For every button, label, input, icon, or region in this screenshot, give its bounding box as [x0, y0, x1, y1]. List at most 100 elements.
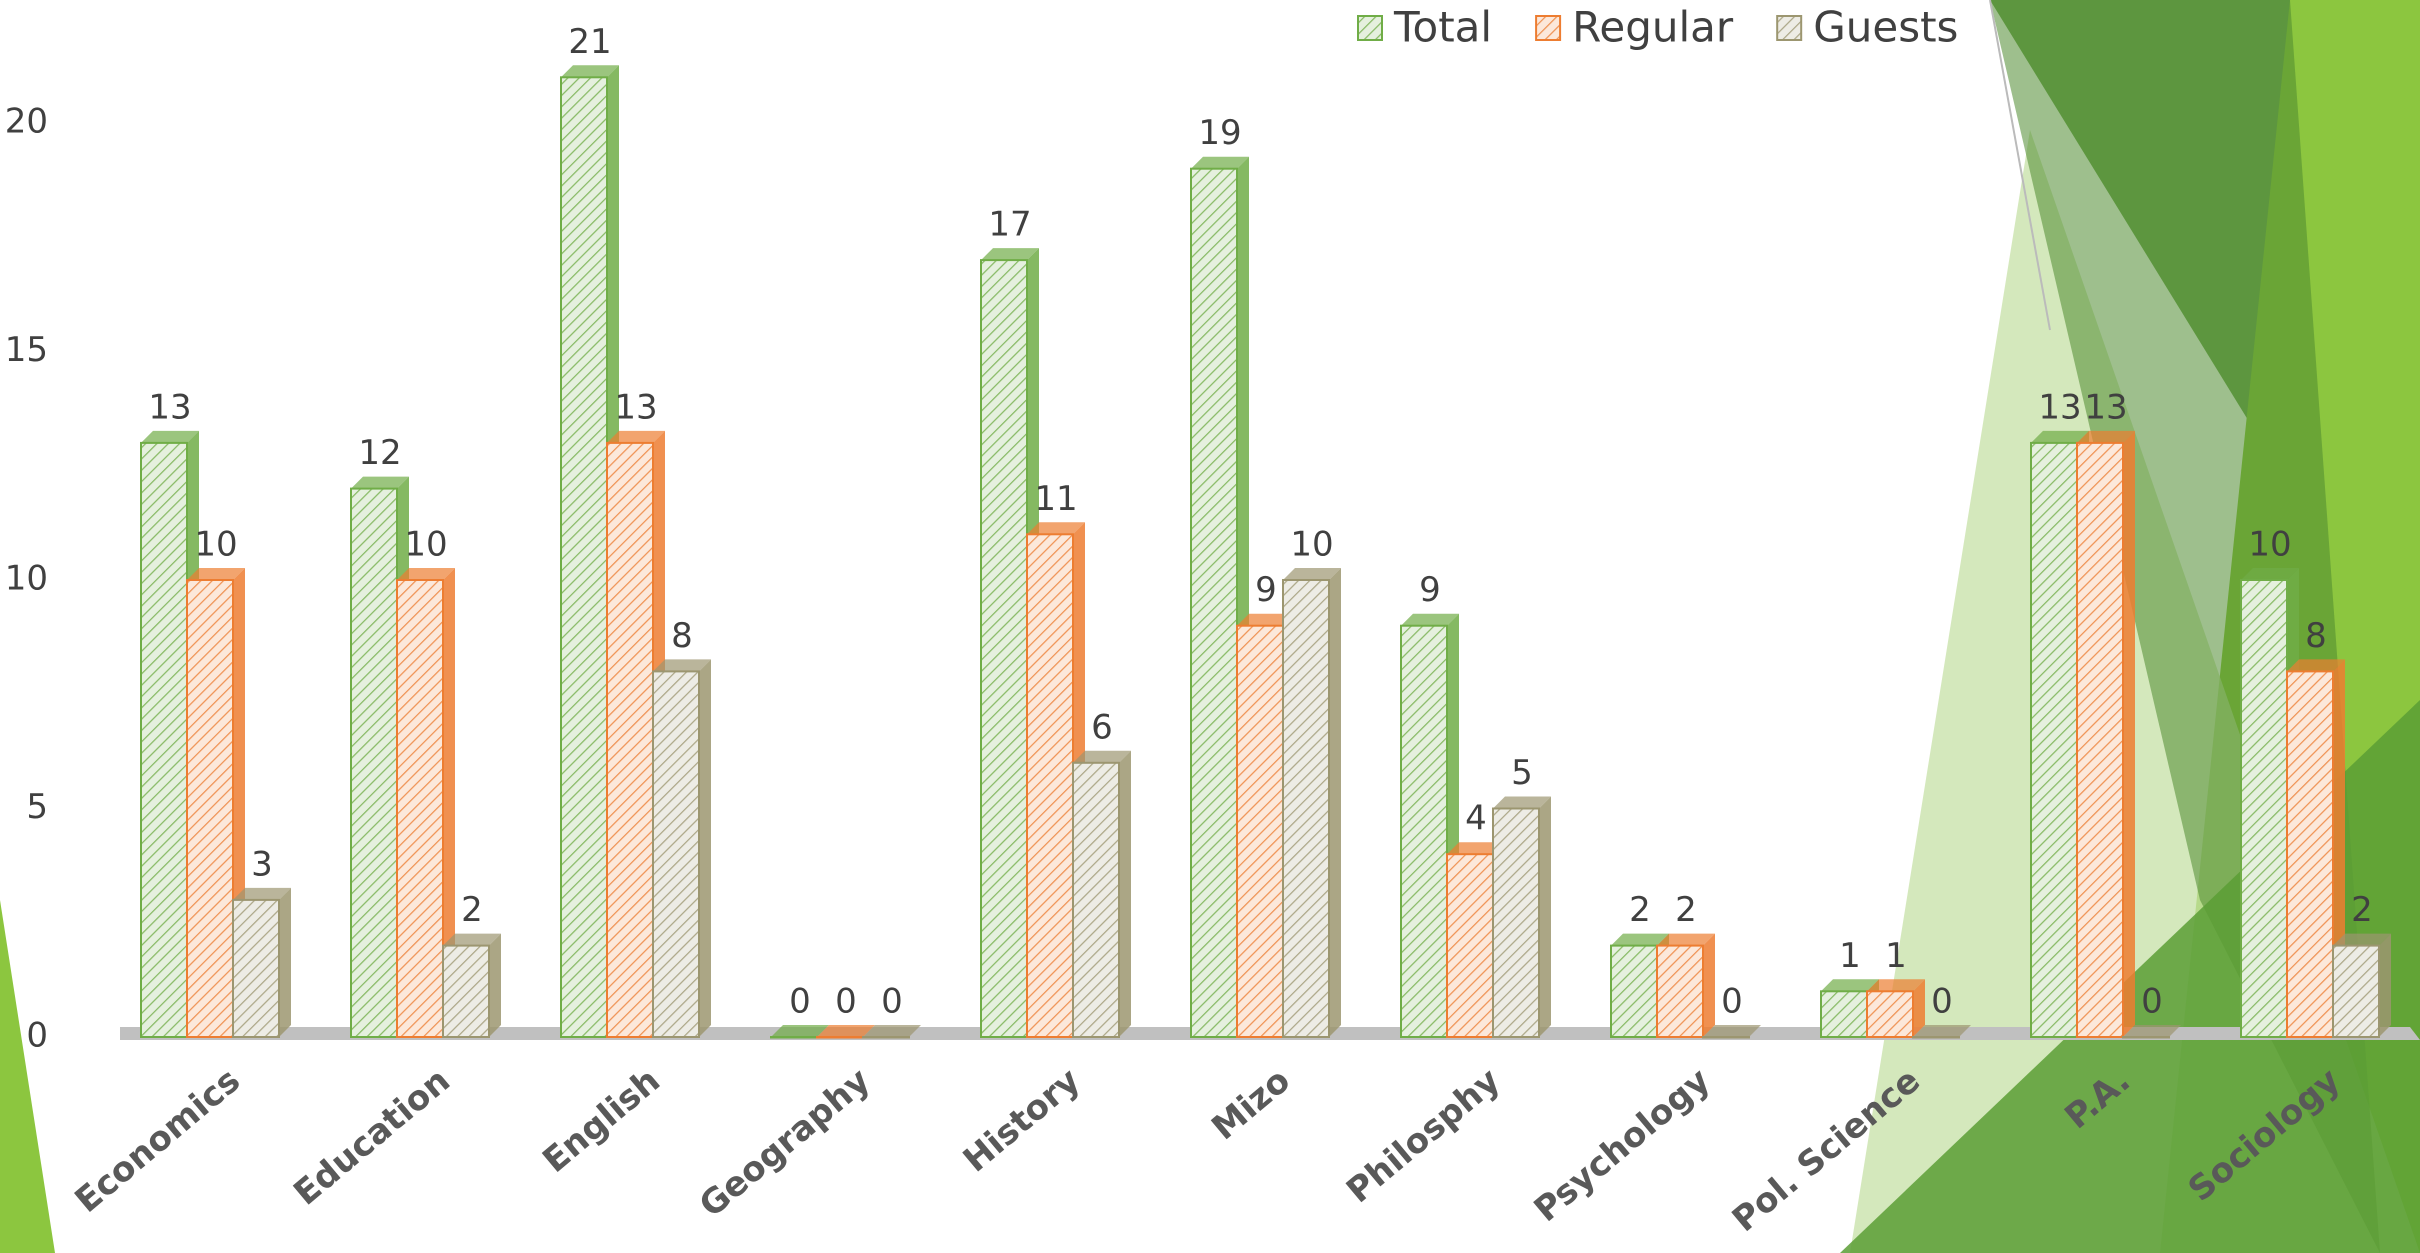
bar — [560, 76, 608, 1039]
bar-top — [1493, 796, 1551, 809]
data-label: 10 — [2248, 525, 2291, 565]
bar-top — [2287, 659, 2345, 672]
data-label: 0 — [835, 982, 857, 1022]
bar-top — [561, 65, 619, 78]
legend-label: Regular — [1572, 3, 1734, 52]
bar — [1236, 624, 1284, 1038]
y-tick-label: 5 — [26, 787, 48, 827]
data-label: 13 — [2084, 387, 2127, 427]
bar — [442, 944, 490, 1038]
bar — [350, 487, 398, 1039]
bar-top — [863, 1025, 921, 1037]
bar-top — [1657, 933, 1715, 946]
x-tick-label: English — [535, 1061, 668, 1181]
bar-side — [699, 659, 711, 1037]
bar — [862, 1036, 910, 1039]
bar — [980, 259, 1028, 1039]
bar-side — [443, 568, 455, 1037]
data-label: 11 — [1034, 479, 1077, 519]
bar-top — [187, 568, 245, 580]
bar-top — [607, 430, 665, 443]
data-label: 0 — [2141, 982, 2163, 1022]
bar — [606, 441, 654, 1038]
bar — [396, 579, 444, 1038]
bar — [186, 579, 234, 1038]
data-label: 17 — [988, 205, 1031, 245]
bar — [1026, 533, 1074, 1038]
bar — [1866, 990, 1914, 1038]
bar-top — [1703, 1025, 1761, 1037]
x-tick-label: Psychology — [1527, 1061, 1718, 1230]
bar-top — [443, 933, 501, 946]
data-label: 1 — [1839, 936, 1861, 976]
bar — [2332, 944, 2380, 1038]
x-tick-label: Education — [286, 1061, 458, 1214]
bar — [1656, 944, 1704, 1038]
bar-top — [981, 248, 1039, 261]
data-label: 3 — [251, 844, 273, 884]
y-tick-label: 20 — [5, 102, 48, 142]
bar-side — [1329, 568, 1341, 1037]
data-label: 0 — [881, 982, 903, 1022]
bar-side — [1539, 796, 1551, 1037]
data-label: 10 — [404, 525, 447, 565]
bar-side — [2123, 430, 2135, 1037]
x-tick-label: Mizo — [1204, 1061, 1298, 1149]
bar-top — [1447, 842, 1505, 855]
x-tick-label: Economics — [68, 1061, 248, 1221]
bar — [2030, 441, 2078, 1038]
data-label: 13 — [148, 387, 191, 427]
data-label: 6 — [1091, 707, 1113, 747]
data-label: 2 — [1629, 890, 1651, 930]
bar-top — [397, 568, 455, 580]
bar-top — [1283, 568, 1341, 580]
data-label: 4 — [1465, 799, 1487, 839]
bar — [2122, 1036, 2170, 1039]
bar-side — [489, 933, 501, 1037]
data-label: 8 — [671, 616, 693, 656]
bar-top — [1073, 750, 1131, 763]
bar-side — [1703, 933, 1715, 1037]
bar — [1912, 1036, 1960, 1039]
bar — [2076, 441, 2124, 1038]
data-label: 19 — [1198, 113, 1241, 153]
bar-top — [233, 887, 291, 900]
bar-top — [2333, 933, 2391, 946]
data-label: 10 — [1290, 525, 1333, 565]
legend-swatch — [1535, 15, 1562, 41]
bar-top — [141, 430, 199, 443]
bar-top — [1867, 979, 1925, 992]
bar — [2286, 670, 2334, 1039]
bar-top — [771, 1025, 829, 1037]
data-label: 5 — [1511, 753, 1533, 793]
bar-top — [2031, 430, 2089, 443]
data-label: 21 — [568, 22, 611, 62]
y-tick-label: 0 — [26, 1016, 48, 1056]
data-label: 8 — [2305, 616, 2327, 656]
x-tick-label: Philosphy — [1339, 1061, 1508, 1212]
bar — [1190, 167, 1238, 1038]
bar — [140, 441, 188, 1038]
bar-top — [653, 659, 711, 672]
bar — [232, 898, 280, 1039]
bar — [1702, 1036, 1750, 1039]
bar-side — [279, 887, 291, 1037]
bar-top — [1611, 933, 1669, 946]
data-label: 13 — [614, 387, 657, 427]
data-label: 10 — [194, 525, 237, 565]
legend-swatch — [1776, 15, 1803, 41]
x-tick-label: Geography — [692, 1061, 878, 1226]
bar-top — [1191, 156, 1249, 169]
bar-top — [2241, 568, 2299, 580]
y-tick-label: 10 — [5, 559, 48, 599]
bar-top — [1821, 979, 1879, 992]
bar-side — [1913, 979, 1925, 1037]
data-label: 2 — [461, 890, 483, 930]
bar — [816, 1036, 864, 1039]
data-label: 9 — [1255, 570, 1277, 610]
y-tick-label: 15 — [5, 330, 48, 370]
bar — [1282, 579, 1330, 1038]
bar-top — [1237, 613, 1295, 626]
legend-swatch — [1357, 15, 1383, 41]
legend-label: Guests — [1813, 3, 1958, 52]
